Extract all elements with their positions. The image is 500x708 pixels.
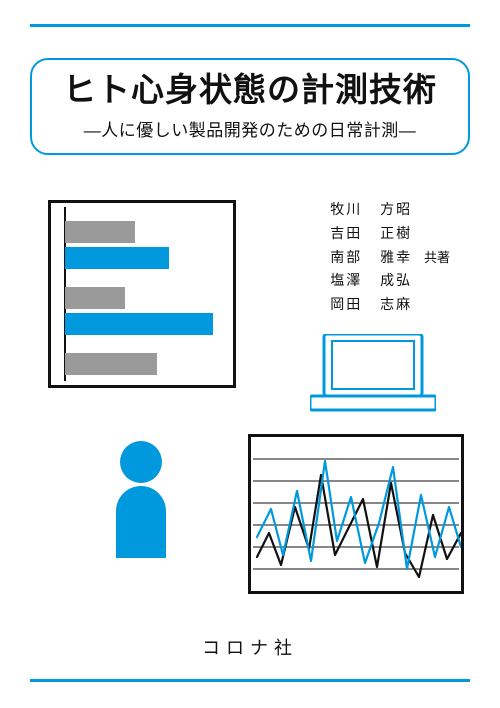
author-family: 南部	[330, 246, 362, 270]
line-chart	[248, 434, 464, 594]
author-row: 塩澤 成弘	[330, 269, 450, 293]
line-chart-svg	[251, 437, 461, 591]
author-given: 成弘	[380, 269, 412, 293]
author-given: 雅幸	[380, 246, 412, 270]
bar-chart-svg	[51, 203, 233, 385]
bar-chart	[48, 200, 236, 388]
author-given: 方昭	[380, 198, 412, 222]
author-family: 塩澤	[330, 269, 362, 293]
author-row: 吉田 正樹	[330, 222, 450, 246]
laptop-svg	[310, 334, 436, 414]
publisher-label: コロナ社	[0, 634, 500, 660]
top-rule	[30, 24, 470, 27]
author-list: 牧川 方昭 吉田 正樹 南部 雅幸 共著 塩澤 成弘 岡田 志麻	[330, 198, 450, 317]
coauthor-label: 共著	[424, 250, 450, 265]
title-subtitle: ―人に優しい製品開発のための日常計測―	[46, 116, 454, 141]
title-main: ヒト心身状態の計測技術	[46, 70, 454, 110]
person-icon	[106, 440, 176, 558]
author-family: 岡田	[330, 293, 362, 317]
title-box: ヒト心身状態の計測技術 ―人に優しい製品開発のための日常計測―	[30, 58, 470, 155]
author-row: 岡田 志麻	[330, 293, 450, 317]
laptop-icon	[310, 334, 436, 414]
author-family: 吉田	[330, 222, 362, 246]
author-given: 正樹	[380, 222, 412, 246]
author-family: 牧川	[330, 198, 362, 222]
author-given: 志麻	[380, 293, 412, 317]
author-row: 南部 雅幸 共著	[330, 246, 450, 270]
bottom-rule	[30, 679, 470, 682]
author-row: 牧川 方昭	[330, 198, 450, 222]
person-svg	[106, 440, 176, 558]
